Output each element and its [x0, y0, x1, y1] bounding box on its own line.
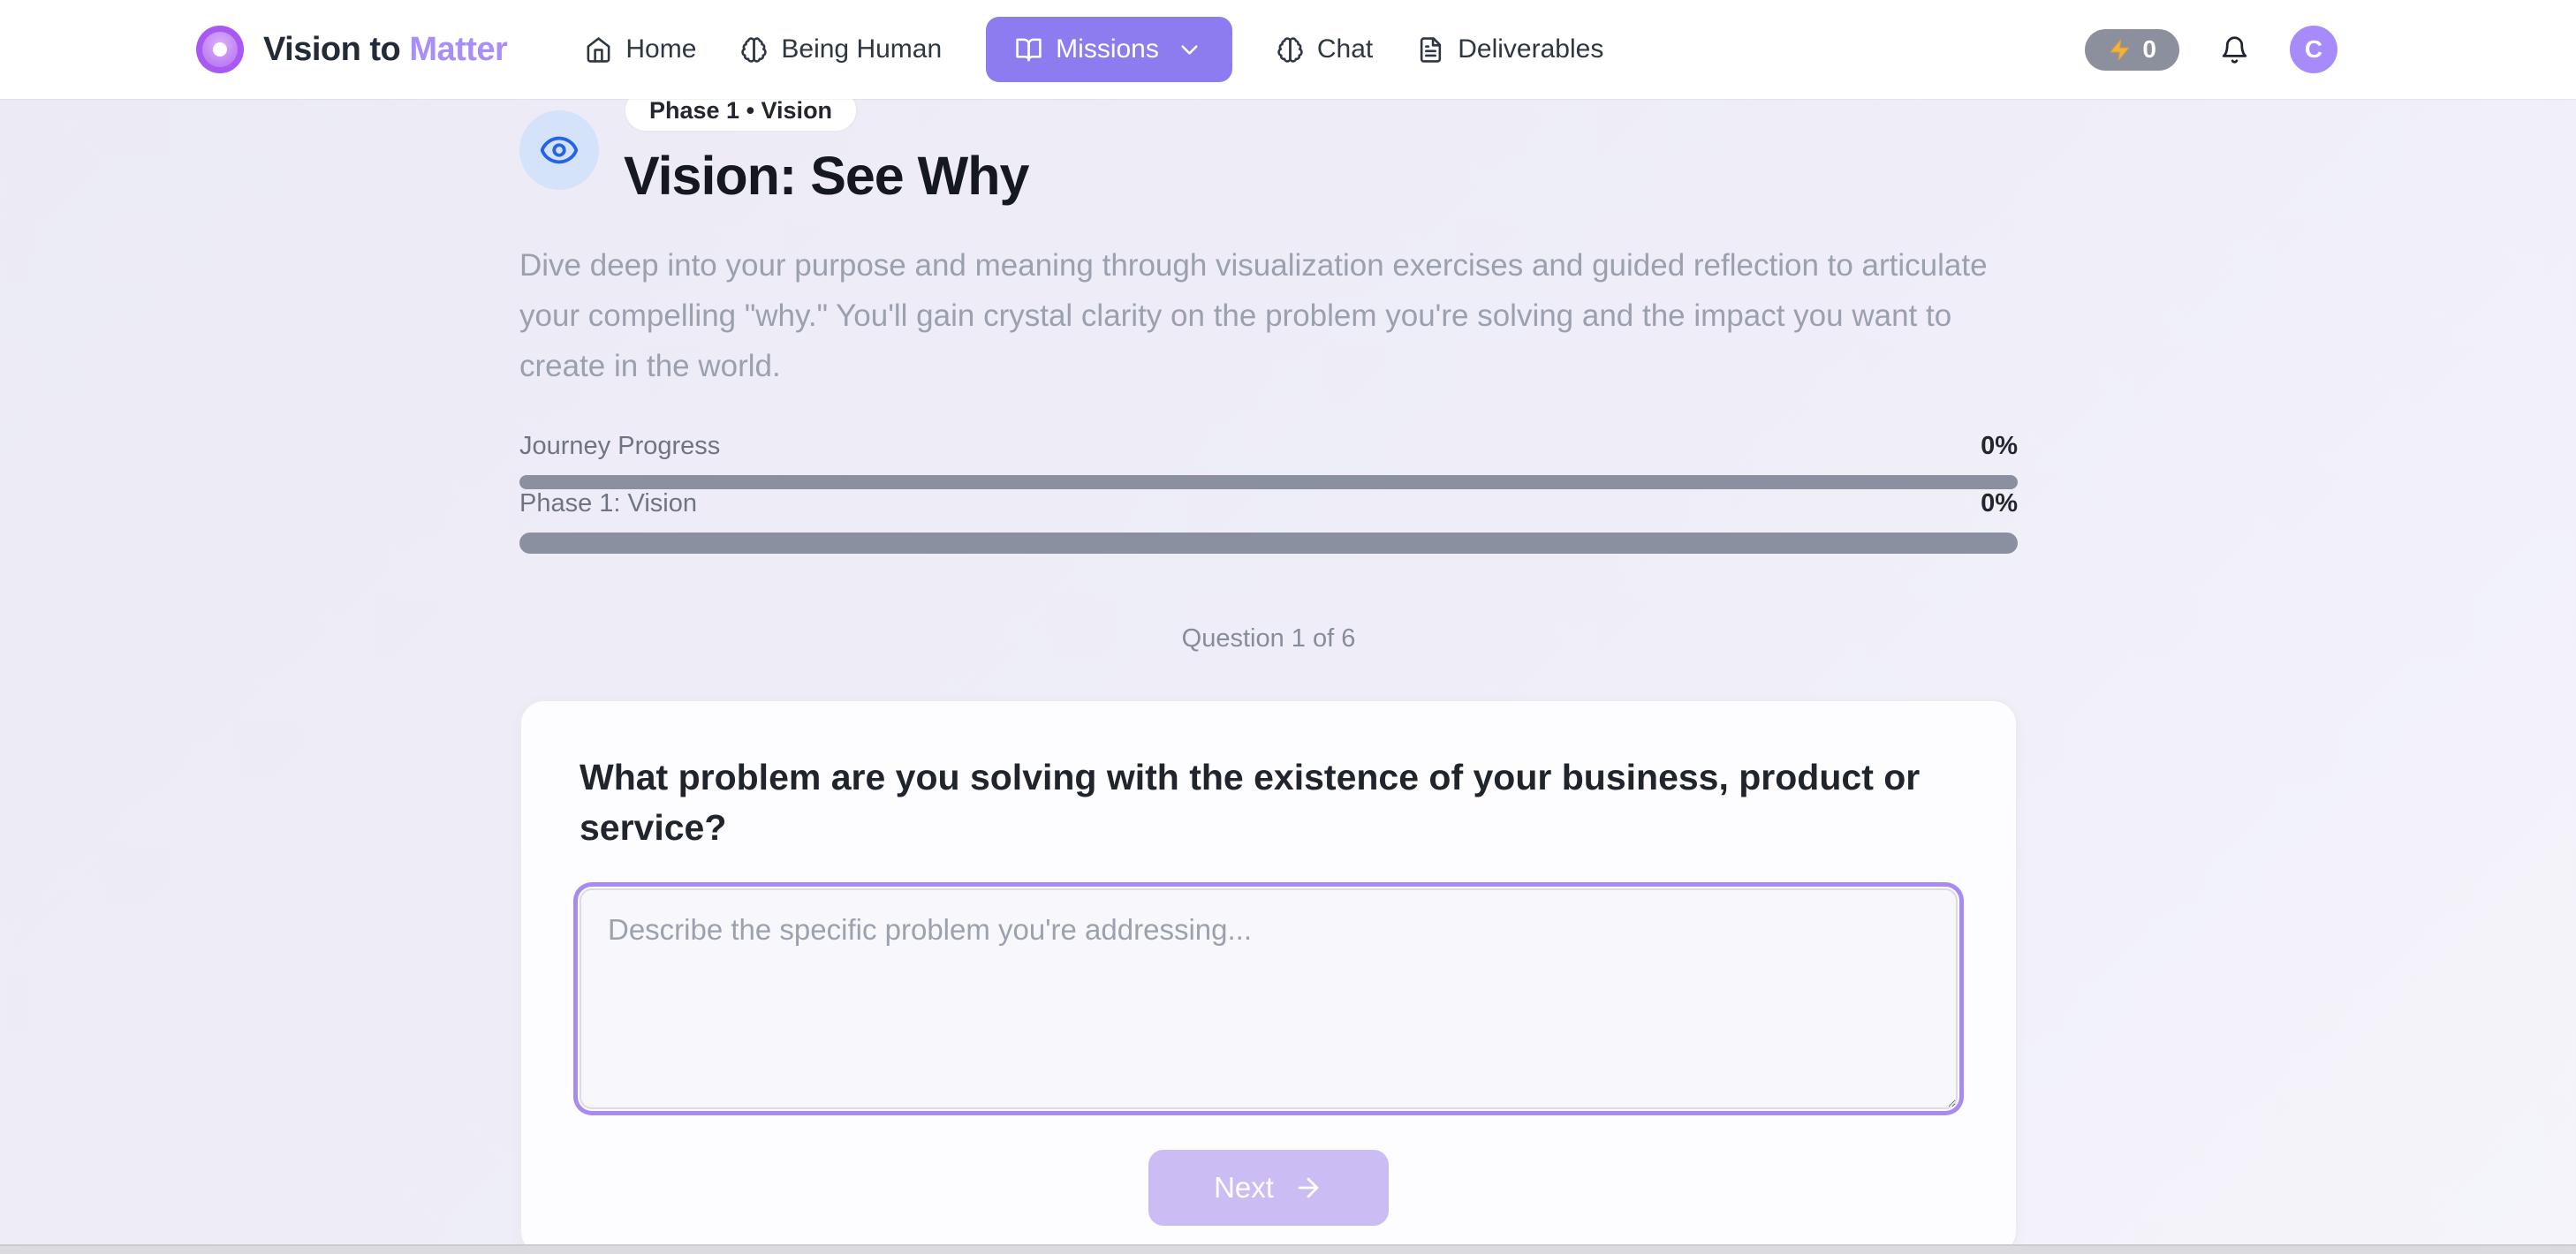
- progress-section: Journey Progress 0% Phase 1: Vision 0%: [519, 432, 2018, 555]
- brand-accent: Matter: [409, 30, 508, 68]
- mission-description: Dive deep into your purpose and meaning …: [519, 248, 1988, 384]
- brand-title: Vision to Matter: [263, 30, 508, 69]
- question-counter: Question 1 of 6: [1181, 624, 1356, 653]
- question-card: What problem are you solving with the ex…: [519, 699, 2018, 1254]
- journey-progress-value: 0%: [1981, 432, 2018, 461]
- chevron-down-icon: [1181, 44, 1198, 55]
- energy-count: 0: [2142, 35, 2156, 63]
- mission-icon-circle: [519, 110, 599, 190]
- book-open-icon: [1016, 38, 1042, 61]
- journey-progress-bar: [519, 475, 2018, 490]
- bell-icon: [2222, 35, 2247, 64]
- brand[interactable]: Vision to Matter: [196, 26, 508, 73]
- user-avatar[interactable]: C: [2290, 26, 2337, 73]
- navbar-right: 0 C: [2085, 26, 2337, 73]
- file-text-icon: [1421, 36, 1442, 63]
- nav-label-missions: Missions: [1056, 34, 1159, 64]
- nav-item-deliverables[interactable]: Deliverables: [1417, 34, 1603, 64]
- answer-textarea[interactable]: [580, 888, 1958, 1110]
- nav-item-missions[interactable]: Missions: [986, 17, 1232, 82]
- phase-progress-bar: [519, 533, 2018, 555]
- phase-progress-row: Phase 1: Vision 0%: [519, 489, 2018, 518]
- home-icon: [587, 36, 610, 63]
- brand-primary: Vision to: [263, 30, 401, 68]
- logo-icon: [196, 26, 244, 73]
- brain-icon: [1277, 36, 1303, 63]
- notifications-button[interactable]: [2220, 35, 2249, 64]
- nav-label-deliverables: Deliverables: [1458, 34, 1604, 64]
- nav-label-chat: Chat: [1316, 34, 1374, 64]
- mission-header-text: Phase 1 • Vision Vision: See Why: [624, 88, 1029, 207]
- next-button-label: Next: [1214, 1171, 1274, 1205]
- top-navbar: Vision to Matter Home Being Human Missio…: [0, 0, 2576, 99]
- mission-page: Phase 1 • Vision Vision: See Why Dive de…: [519, 0, 2018, 1254]
- journey-progress-row: Journey Progress 0%: [519, 432, 2018, 461]
- nav-label-home: Home: [625, 34, 697, 64]
- nav-item-being-human[interactable]: Being Human: [740, 34, 942, 64]
- page-title: Vision: See Why: [624, 146, 1029, 206]
- phase-progress-label: Phase 1: Vision: [519, 489, 697, 518]
- brain-icon: [741, 36, 768, 63]
- bottom-edge-strip: [0, 1244, 2576, 1254]
- avatar-initial: C: [2304, 35, 2323, 63]
- main-nav: Home Being Human Missions Chat Deliverab…: [585, 17, 1603, 82]
- phase-progress-value: 0%: [1981, 489, 2018, 518]
- lightning-bolt-icon: [2110, 39, 2130, 60]
- nav-item-chat[interactable]: Chat: [1277, 34, 1373, 64]
- nav-label-being-human: Being Human: [781, 34, 943, 64]
- question-prompt: What problem are you solving with the ex…: [580, 757, 1921, 849]
- eye-icon: [540, 136, 579, 164]
- arrow-right-icon: [1298, 1177, 1319, 1198]
- journey-progress-label: Journey Progress: [519, 432, 721, 461]
- nav-item-home[interactable]: Home: [585, 34, 696, 64]
- mission-header: Phase 1 • Vision Vision: See Why: [519, 88, 2018, 207]
- energy-counter[interactable]: 0: [2085, 28, 2179, 71]
- next-button[interactable]: Next: [1148, 1150, 1389, 1227]
